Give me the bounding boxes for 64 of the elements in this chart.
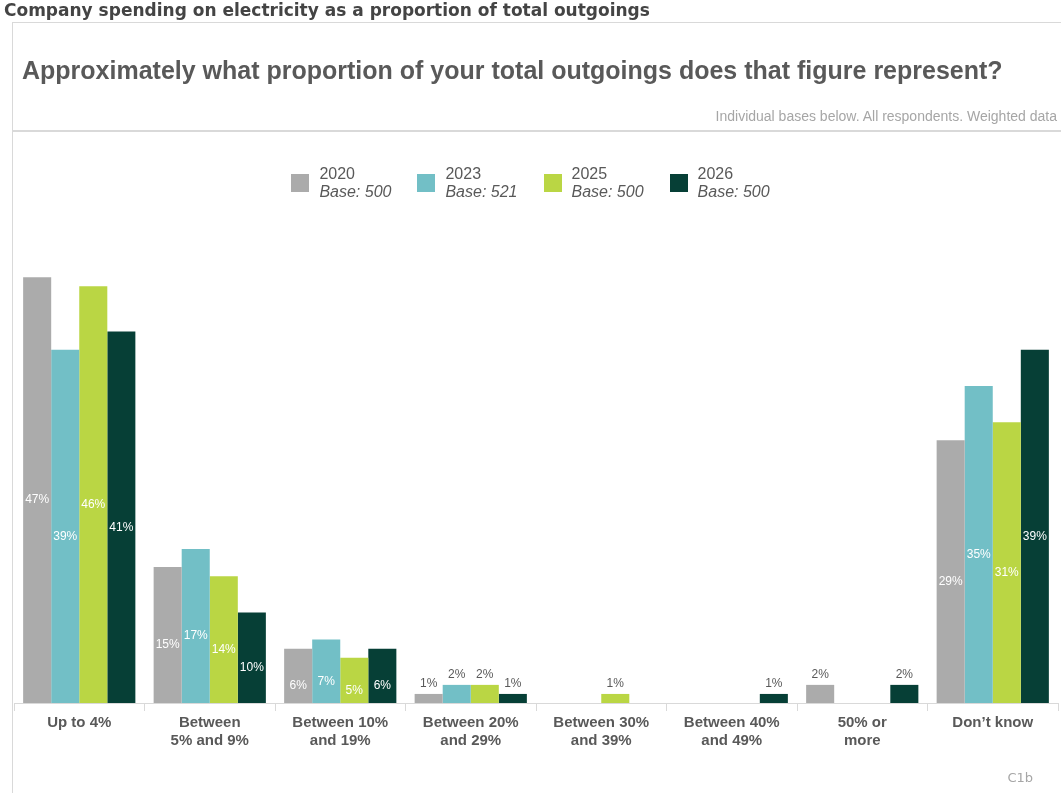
data-label: 14% <box>211 641 237 656</box>
bar <box>498 693 527 703</box>
bar <box>209 576 238 703</box>
bar <box>107 331 136 703</box>
bar <box>284 648 313 703</box>
data-label: 1% <box>504 676 522 691</box>
bar <box>759 693 788 703</box>
bar <box>23 277 52 703</box>
bar <box>414 693 443 703</box>
bar <box>470 684 499 703</box>
bar <box>51 349 80 703</box>
bar <box>992 422 1021 703</box>
text: Individual bases below. All respondents. Weighted data <box>715 108 1057 124</box>
data-label: 47% <box>25 492 50 507</box>
data-label: 29% <box>938 573 963 588</box>
bar <box>936 440 965 703</box>
legend-label: 2025 Base: 500 <box>571 165 644 201</box>
data-label: 5% <box>345 682 364 697</box>
bar <box>442 684 471 703</box>
data-label: 6% <box>289 678 308 693</box>
data-label: 2% <box>895 667 914 682</box>
data-label: 2% <box>448 667 466 682</box>
data-label: 7% <box>317 673 336 688</box>
data-label: 17% <box>183 628 209 643</box>
bar <box>806 684 835 703</box>
bar <box>153 567 182 703</box>
data-label: 31% <box>994 564 1020 579</box>
data-label: 46% <box>81 496 106 511</box>
bar <box>237 612 266 703</box>
legend-label: 2023 Base: 521 <box>445 165 518 201</box>
text: C1b <box>1007 770 1033 785</box>
data-label: 35% <box>966 546 992 561</box>
bar <box>1020 349 1049 703</box>
data-label: 41% <box>109 519 134 534</box>
x-tick-label: Between 40% and 49% <box>683 713 780 749</box>
bar <box>964 385 993 703</box>
data-label: 2% <box>476 667 494 682</box>
legend-label: 2026 Base: 500 <box>697 165 770 201</box>
x-tick-label: Between 10% and 19% <box>292 713 389 749</box>
bar <box>181 548 210 703</box>
data-label: 10% <box>239 660 265 675</box>
x-tick-label: Between 5% and 9% <box>170 713 249 749</box>
data-label: 1% <box>606 676 625 691</box>
data-label: 6% <box>373 678 392 693</box>
data-label: 15% <box>155 637 180 652</box>
bar <box>601 693 630 703</box>
data-label: 39% <box>53 528 78 543</box>
bar <box>890 684 919 703</box>
chart-subtitle: Approximately what proportion of your total outgoings does that figure represent? <box>22 56 1003 85</box>
chart-title: Company spending on electricity as a proportion of total outgoings <box>4 0 650 20</box>
bar <box>79 286 108 703</box>
x-tick-label: Don’t know <box>952 713 1034 731</box>
x-tick-label: Between 20% and 29% <box>422 713 519 749</box>
x-tick-label: 50% or more <box>837 713 887 749</box>
bar <box>368 648 397 703</box>
legend-label: 2020 Base: 500 <box>319 165 392 201</box>
bar <box>340 657 369 703</box>
data-label: 1% <box>765 676 783 691</box>
data-label: 2% <box>811 667 830 682</box>
data-label: 1% <box>419 676 438 691</box>
data-label: 39% <box>1022 528 1048 543</box>
x-tick-label: Between 30% and 39% <box>553 713 650 749</box>
bar <box>312 639 341 703</box>
x-tick-label: Up to 4% <box>47 713 112 731</box>
